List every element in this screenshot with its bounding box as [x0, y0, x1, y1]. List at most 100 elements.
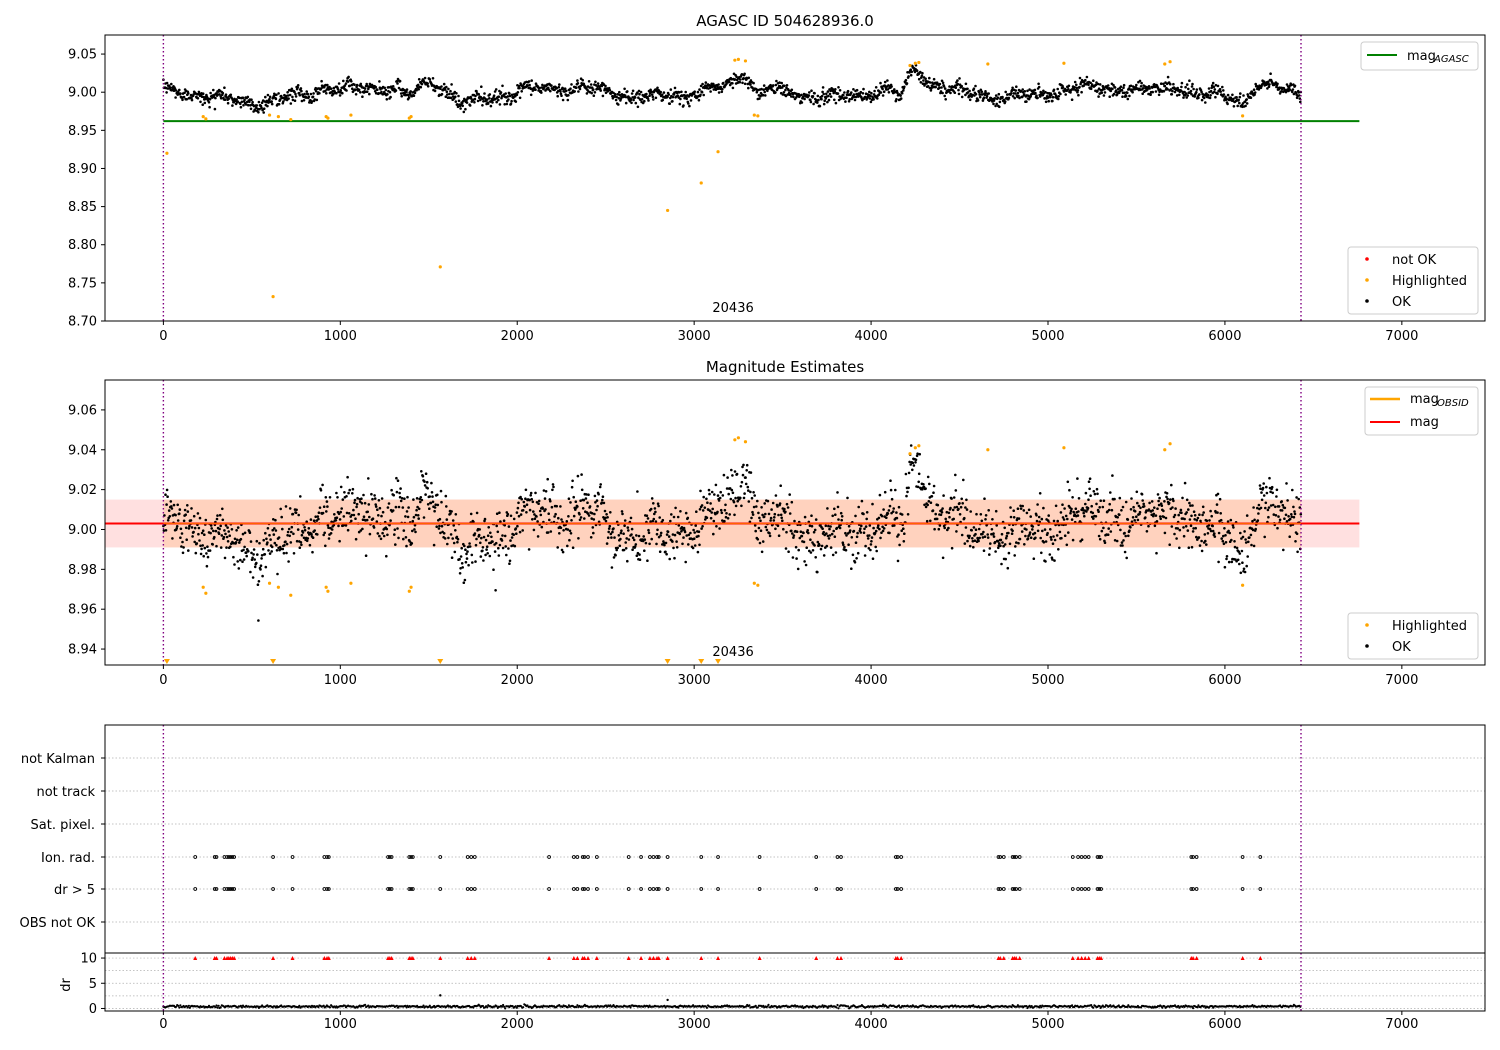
ok-point	[566, 98, 570, 102]
ok-point	[1142, 505, 1146, 508]
ok-point	[1004, 557, 1007, 561]
ok-point	[846, 496, 849, 500]
ok-point	[638, 553, 641, 556]
ok-point	[1088, 487, 1091, 491]
ok-point	[223, 98, 227, 101]
ok-point	[682, 536, 685, 539]
ok-point	[201, 529, 205, 532]
ok-point	[1075, 83, 1078, 87]
flag-marker	[226, 855, 231, 859]
ok-point	[922, 485, 926, 489]
ok-point	[253, 558, 256, 561]
ok-point	[925, 519, 929, 523]
ok-point	[373, 90, 377, 93]
ok-point	[560, 94, 563, 97]
ok-point	[519, 513, 523, 516]
ok-point	[1129, 526, 1132, 529]
ok-point	[1057, 95, 1061, 98]
ok-point	[493, 90, 497, 93]
ok-point	[783, 84, 786, 88]
ok-point	[960, 84, 963, 88]
dr-point	[328, 1006, 332, 1009]
ok-point	[345, 495, 348, 498]
ok-point	[1003, 526, 1006, 530]
ok-point	[187, 549, 190, 552]
ok-point	[741, 81, 744, 85]
ok-point	[488, 93, 492, 96]
ok-point	[673, 556, 676, 560]
ok-point	[862, 87, 865, 91]
ok-point	[633, 96, 637, 99]
ok-point	[709, 516, 713, 520]
ok-point	[592, 94, 596, 97]
ok-point	[1144, 516, 1147, 519]
ok-point	[448, 92, 451, 96]
ok-point	[1185, 498, 1189, 502]
axes-frame	[104, 379, 1486, 666]
ok-point	[325, 510, 328, 513]
ok-point	[450, 83, 453, 86]
ok-point	[771, 84, 775, 87]
ok-point	[494, 88, 498, 91]
ok-point	[1163, 500, 1166, 503]
ok-point	[954, 86, 958, 89]
ok-point	[845, 534, 848, 537]
ok-point	[792, 536, 795, 539]
ok-point	[405, 510, 409, 513]
ok-point	[474, 560, 477, 563]
ok-point	[830, 532, 834, 536]
ok-point	[1274, 505, 1277, 509]
ok-point	[721, 87, 724, 91]
ok-point	[449, 533, 453, 536]
ok-point	[878, 527, 881, 531]
ok-point	[430, 481, 433, 485]
ok-point	[1243, 530, 1246, 533]
ok-point	[1128, 94, 1131, 98]
ok-point	[365, 518, 369, 522]
ok-point	[314, 90, 318, 93]
ok-point	[915, 69, 919, 72]
clipped-dr-marker	[575, 956, 580, 961]
ok-point	[1124, 94, 1128, 98]
ok-point	[1240, 537, 1243, 540]
ok-point	[398, 495, 402, 499]
flag-marker	[1099, 887, 1103, 891]
ok-point	[724, 503, 727, 507]
highlighted-point	[1163, 62, 1167, 66]
ok-point	[190, 98, 194, 102]
highlighted-point	[736, 57, 740, 62]
ok-point	[745, 463, 749, 467]
ok-point	[855, 535, 859, 539]
ok-point	[360, 502, 364, 505]
ok-point	[1130, 520, 1134, 523]
ok-point	[972, 87, 976, 90]
ok-point	[426, 487, 430, 490]
ok-point	[230, 528, 234, 531]
x-tick-label: 3000	[678, 329, 711, 344]
ok-point	[380, 90, 383, 94]
ok-point	[1178, 546, 1181, 550]
ok-point	[1208, 519, 1211, 522]
ok-point	[420, 82, 424, 86]
ok-point	[716, 494, 720, 497]
ok-point	[1256, 519, 1260, 522]
ok-point	[525, 511, 528, 514]
ok-point	[253, 565, 257, 569]
ok-point	[1102, 499, 1106, 503]
ok-point	[741, 465, 744, 469]
ok-point	[984, 90, 987, 93]
ok-point	[378, 506, 382, 510]
ok-point	[820, 94, 824, 98]
ok-point	[1064, 514, 1068, 518]
ok-point	[763, 502, 766, 505]
ok-point	[1119, 528, 1122, 532]
ok-point	[758, 97, 761, 100]
ok-point	[213, 535, 216, 539]
clipped-dr-marker	[998, 956, 1003, 961]
ok-point	[342, 524, 345, 527]
ok-point	[918, 452, 921, 456]
ok-point	[846, 89, 850, 93]
ok-point	[282, 551, 286, 555]
ok-point	[380, 514, 383, 518]
ok-point	[244, 551, 248, 554]
